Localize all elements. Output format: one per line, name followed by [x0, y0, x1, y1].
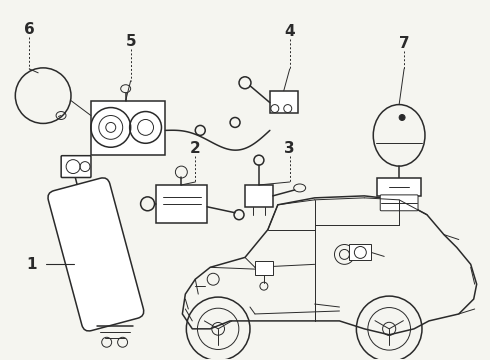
Bar	[155, 185, 207, 223]
Circle shape	[399, 114, 405, 121]
Bar	[91, 100, 166, 155]
Text: 1: 1	[26, 257, 36, 272]
Bar	[245, 185, 273, 207]
Text: 2: 2	[190, 141, 201, 156]
Text: 3: 3	[284, 141, 295, 156]
FancyBboxPatch shape	[380, 195, 418, 211]
Text: 7: 7	[399, 36, 410, 50]
Text: 6: 6	[24, 22, 35, 37]
Bar	[255, 261, 273, 275]
Text: 5: 5	[125, 33, 136, 49]
Bar	[377, 178, 421, 196]
Bar	[270, 91, 298, 113]
Text: 4: 4	[284, 24, 295, 39]
FancyBboxPatch shape	[61, 156, 91, 177]
FancyBboxPatch shape	[48, 178, 144, 331]
Bar	[349, 244, 371, 260]
